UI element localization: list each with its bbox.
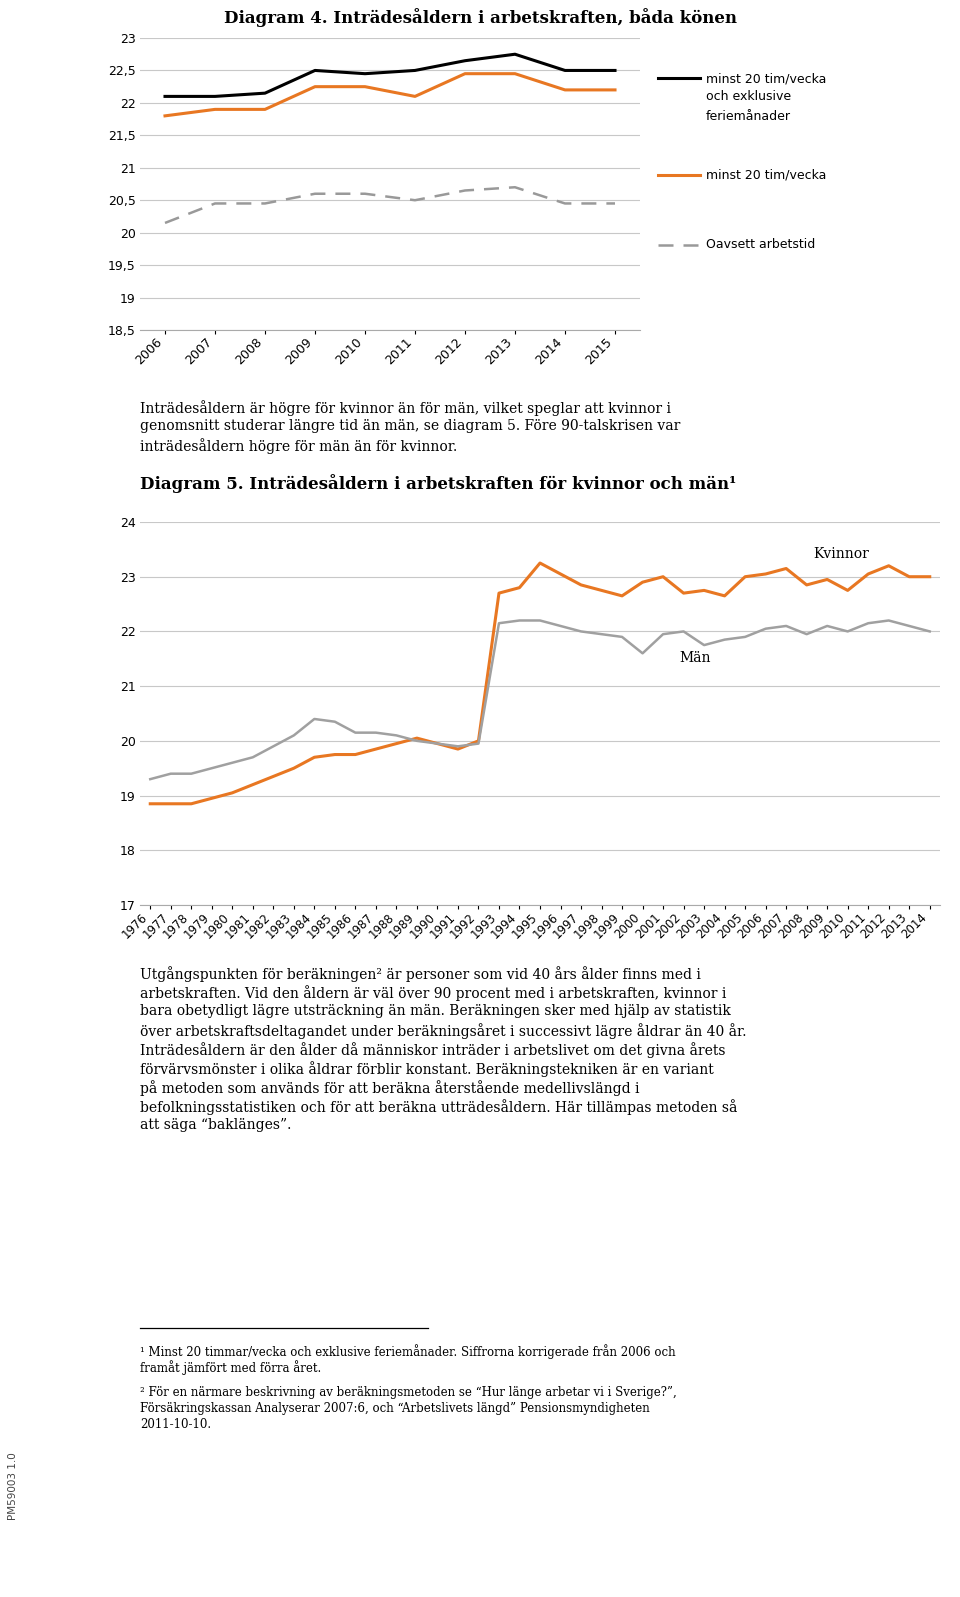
Text: ¹ Minst 20 timmar/vecka och exklusive feriemånader. Siffrorna korrigerade från 2: ¹ Minst 20 timmar/vecka och exklusive fe…: [140, 1345, 676, 1359]
Text: Män: Män: [680, 650, 711, 664]
Text: ² För en närmare beskrivning av beräkningsmetoden se “Hur länge arbetar vi i Sve: ² För en närmare beskrivning av beräknin…: [140, 1386, 677, 1399]
Text: minst 20 tim/vecka: minst 20 tim/vecka: [706, 168, 827, 180]
Text: och exklusive: och exklusive: [706, 89, 791, 102]
Text: över arbetskraftsdeltagandet under beräkningsåret i successivt lägre åldrar än 4: över arbetskraftsdeltagandet under beräk…: [140, 1024, 747, 1040]
Text: Kvinnor: Kvinnor: [813, 546, 869, 561]
Text: 2011-10-10.: 2011-10-10.: [140, 1418, 211, 1431]
Text: Inträdesåldern är den ålder då människor inträder i arbetslivet om det givna åre: Inträdesåldern är den ålder då människor…: [140, 1041, 726, 1057]
Text: att säga “baklänges”.: att säga “baklänges”.: [140, 1118, 292, 1132]
Text: Diagram 5. Inträdesåldern i arbetskraften för kvinnor och män¹: Diagram 5. Inträdesåldern i arbetskrafte…: [140, 474, 736, 493]
Text: bara obetydligt lägre utsträckning än män. Beräkningen sker med hjälp av statist: bara obetydligt lägre utsträckning än mä…: [140, 1005, 731, 1017]
Text: PM59003 1.0: PM59003 1.0: [8, 1452, 18, 1520]
Text: inträdesåldern högre för män än för kvinnor.: inträdesåldern högre för män än för kvin…: [140, 438, 457, 454]
Text: framåt jämfört med förra året.: framåt jämfört med förra året.: [140, 1361, 322, 1375]
Text: Utgångspunkten för beräkningen² är personer som vid 40 års ålder finns med i: Utgångspunkten för beräkningen² är perso…: [140, 966, 701, 982]
Text: Försäkringskassan Analyserar 2007:6, och “Arbetslivets längd” Pensionsmyndighete: Försäkringskassan Analyserar 2007:6, och…: [140, 1402, 650, 1415]
Text: genomsnitt studerar längre tid än män, se diagram 5. Före 90-talskrisen var: genomsnitt studerar längre tid än män, s…: [140, 418, 681, 433]
Text: förvärvsmönster i olika åldrar förblir konstant. Beräkningstekniken är en varian: förvärvsmönster i olika åldrar förblir k…: [140, 1060, 713, 1076]
Text: på metoden som används för att beräkna återstående medellivslängd i: på metoden som används för att beräkna å…: [140, 1080, 639, 1096]
Text: Diagram 4. Inträdesåldern i arbetskraften, båda könen: Diagram 4. Inträdesåldern i arbetskrafte…: [224, 8, 736, 27]
Text: befolkningsstatistiken och för att beräkna utträdesåldern. Här tillämpas metoden: befolkningsstatistiken och för att beräk…: [140, 1099, 737, 1115]
Text: Inträdesåldern är högre för kvinnor än för män, vilket speglar att kvinnor i: Inträdesåldern är högre för kvinnor än f…: [140, 399, 671, 415]
Text: Oavsett arbetstid: Oavsett arbetstid: [706, 238, 815, 251]
Text: arbetskraften. Vid den åldern är väl över 90 procent med i arbetskraften, kvinno: arbetskraften. Vid den åldern är väl öve…: [140, 985, 727, 1001]
Text: feriemånader: feriemånader: [706, 110, 791, 123]
Text: minst 20 tim/vecka: minst 20 tim/vecka: [706, 72, 827, 85]
